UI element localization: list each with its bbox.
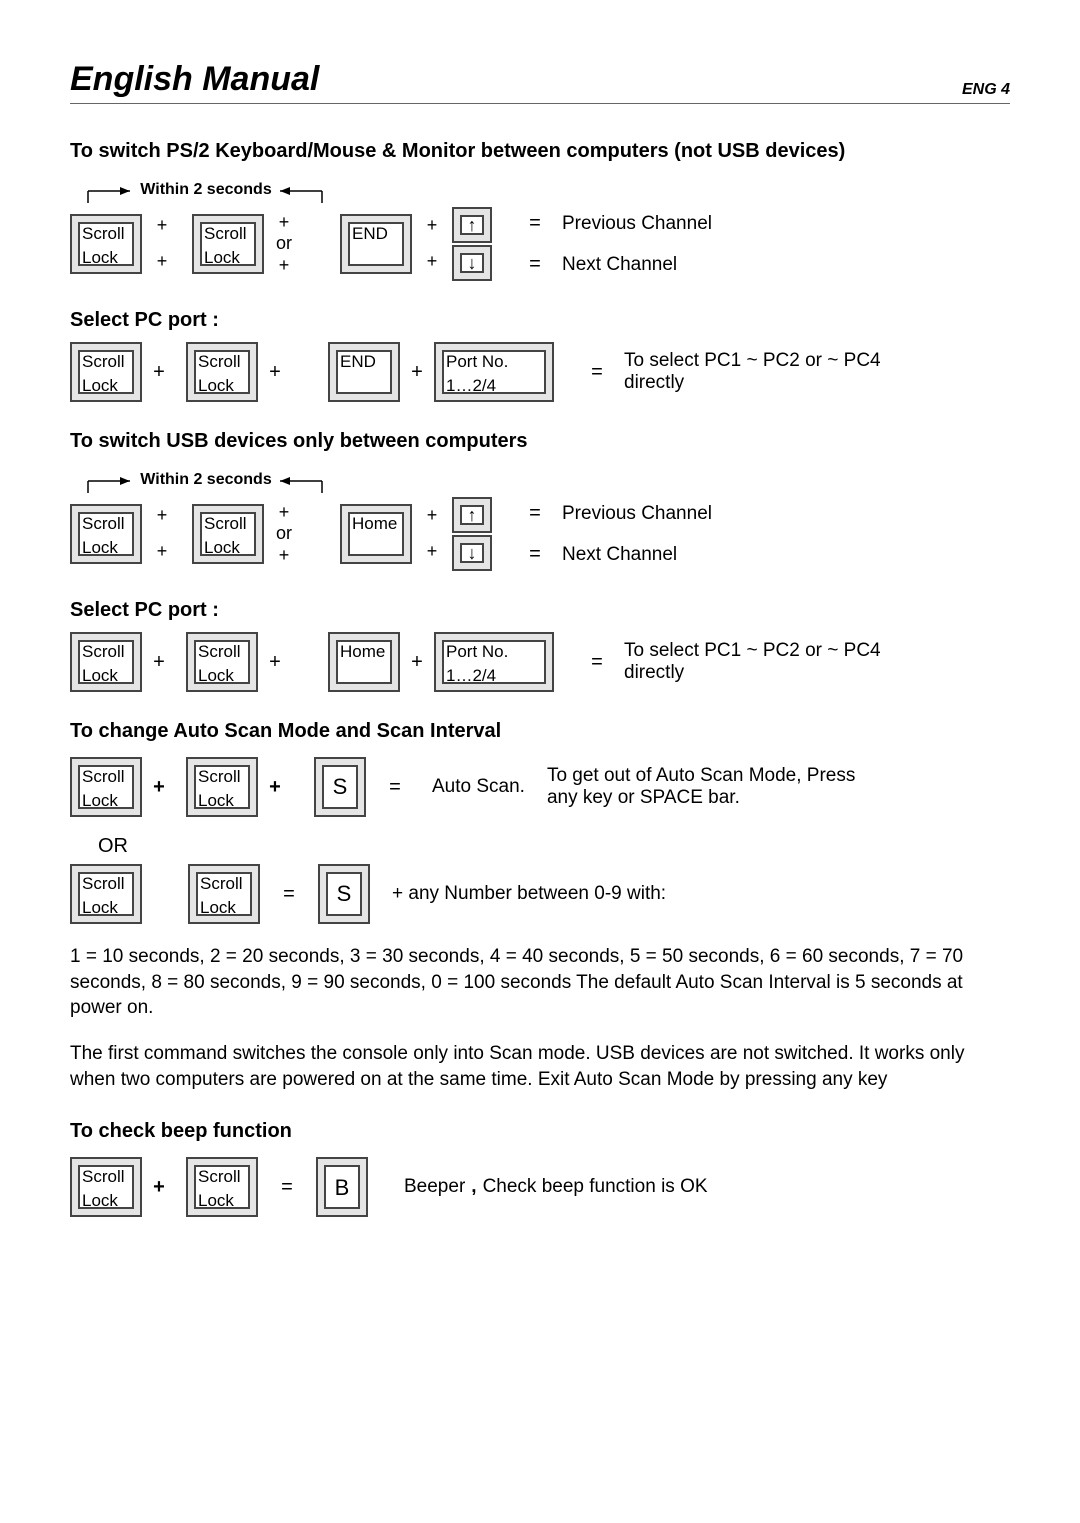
- subsection-heading: Select PC port :: [70, 599, 1010, 622]
- key-label: Scroll: [82, 224, 125, 244]
- key-scroll-lock: Scroll Lock: [70, 757, 142, 817]
- arrow-keys-stack: ↑ ↓: [452, 207, 492, 281]
- plus-operator: +: [142, 776, 176, 799]
- result-text: To select PC1 ~ PC2 or ~ PC4 directly: [624, 640, 944, 684]
- result-text: To select PC1 ~ PC2 or ~ PC4 directly: [624, 350, 944, 394]
- operator-column: ++: [412, 505, 452, 562]
- key-scroll-lock: Scroll Lock: [70, 1157, 142, 1217]
- key-sequence-row: Scroll Lock + Scroll Lock + Home + Port …: [70, 632, 1010, 692]
- timing-label: Within 2 seconds: [132, 471, 280, 489]
- operator-column: + +: [142, 215, 182, 272]
- key-scroll-lock: Scroll Lock: [70, 504, 142, 564]
- timing-label: Within 2 seconds: [132, 181, 280, 199]
- result-text: Previous Channel: [562, 503, 712, 525]
- key-scroll-lock: Scroll Lock: [192, 504, 264, 564]
- section-heading: To switch USB devices only between compu…: [70, 430, 1010, 453]
- result-label: Beeper: [404, 1176, 465, 1198]
- key-scroll-lock: Scroll Lock: [70, 864, 142, 924]
- key-sequence-row: Scroll Lock + Scroll Lock = B Beeper , C…: [70, 1157, 1010, 1217]
- page-title: English Manual: [70, 60, 319, 99]
- plus-operator: +: [142, 651, 176, 674]
- key-arrow-up: ↑: [452, 207, 492, 243]
- key-sequence-row: Scroll Lock + + Scroll Lock + or + END +…: [70, 207, 1010, 281]
- paragraph: The first command switches the console o…: [70, 1041, 1010, 1092]
- plus-operator: +: [258, 651, 292, 674]
- comma: ,: [471, 1176, 476, 1198]
- result-text: Next Channel: [562, 254, 677, 276]
- result-label: Auto Scan.: [432, 776, 525, 798]
- operator-column: + +: [412, 215, 452, 272]
- arrow-keys-stack: ↑ ↓: [452, 497, 492, 571]
- key-end: END: [328, 342, 400, 402]
- operator-column: + or +: [264, 212, 304, 277]
- key-scroll-lock: Scroll Lock: [186, 632, 258, 692]
- plus-operator: +: [258, 776, 292, 799]
- key-b: B: [316, 1157, 368, 1217]
- key-sequence-row: Scroll Lock + Scroll Lock + S = Auto Sca…: [70, 757, 1010, 817]
- plus-operator: +: [142, 361, 176, 384]
- key-end: END: [340, 214, 412, 274]
- key-scroll-lock: Scroll Lock: [186, 342, 258, 402]
- key-arrow-down: ↓: [452, 535, 492, 571]
- result-text: + any Number between 0-9 with:: [392, 883, 666, 905]
- or-label: OR: [98, 835, 1010, 858]
- key-scroll-lock: Scroll Lock: [70, 214, 142, 274]
- key-port-number: Port No. 1…2/4: [434, 632, 554, 692]
- result-column: =Previous Channel =Next Channel: [514, 502, 712, 566]
- timing-bracket: Within 2 seconds: [70, 463, 1010, 497]
- result-text: Next Channel: [562, 544, 677, 566]
- key-home: Home: [340, 504, 412, 564]
- key-sequence-row: Scroll Lock + Scroll Lock + END + Port N…: [70, 342, 1010, 402]
- key-arrow-down: ↓: [452, 245, 492, 281]
- page-header: English Manual ENG 4: [70, 60, 1010, 99]
- section-heading: To change Auto Scan Mode and Scan Interv…: [70, 720, 1010, 743]
- operator-column: ++: [142, 505, 182, 562]
- key-port-number: Port No. 1…2/4: [434, 342, 554, 402]
- key-s: S: [314, 757, 366, 817]
- key-arrow-up: ↑: [452, 497, 492, 533]
- key-scroll-lock: Scroll Lock: [70, 342, 142, 402]
- key-scroll-lock: Scroll Lock: [186, 757, 258, 817]
- page-number: ENG 4: [962, 81, 1010, 99]
- plus-operator: +: [258, 361, 292, 384]
- header-rule: [70, 103, 1010, 104]
- result-text: To get out of Auto Scan Mode, Press any …: [547, 765, 887, 809]
- key-scroll-lock: Scroll Lock: [70, 632, 142, 692]
- key-home: Home: [328, 632, 400, 692]
- section-heading: To check beep function: [70, 1120, 1010, 1143]
- result-text: Previous Channel: [562, 213, 712, 235]
- key-sequence-row: Scroll Lock ++ Scroll Lock +or+ Home ++ …: [70, 497, 1010, 571]
- key-scroll-lock: Scroll Lock: [192, 214, 264, 274]
- plus-operator: +: [142, 1176, 176, 1199]
- key-s: S: [318, 864, 370, 924]
- plus-operator: +: [400, 651, 434, 674]
- key-scroll-lock: Scroll Lock: [188, 864, 260, 924]
- section-heading: To switch PS/2 Keyboard/Mouse & Monitor …: [70, 140, 1010, 163]
- result-text: Check beep function is OK: [483, 1176, 708, 1198]
- key-sequence-row: Scroll Lock Scroll Lock = S + any Number…: [70, 864, 1010, 924]
- operator-column: +or+: [264, 502, 304, 567]
- manual-page: English Manual ENG 4 To switch PS/2 Keyb…: [0, 0, 1080, 1277]
- paragraph: 1 = 10 seconds, 2 = 20 seconds, 3 = 30 s…: [70, 944, 1010, 1021]
- timing-bracket: Within 2 seconds: [70, 173, 1010, 207]
- key-scroll-lock: Scroll Lock: [186, 1157, 258, 1217]
- key-label: Lock: [82, 248, 118, 268]
- plus-operator: +: [400, 361, 434, 384]
- subsection-heading: Select PC port :: [70, 309, 1010, 332]
- result-column: = Previous Channel = Next Channel: [514, 212, 712, 276]
